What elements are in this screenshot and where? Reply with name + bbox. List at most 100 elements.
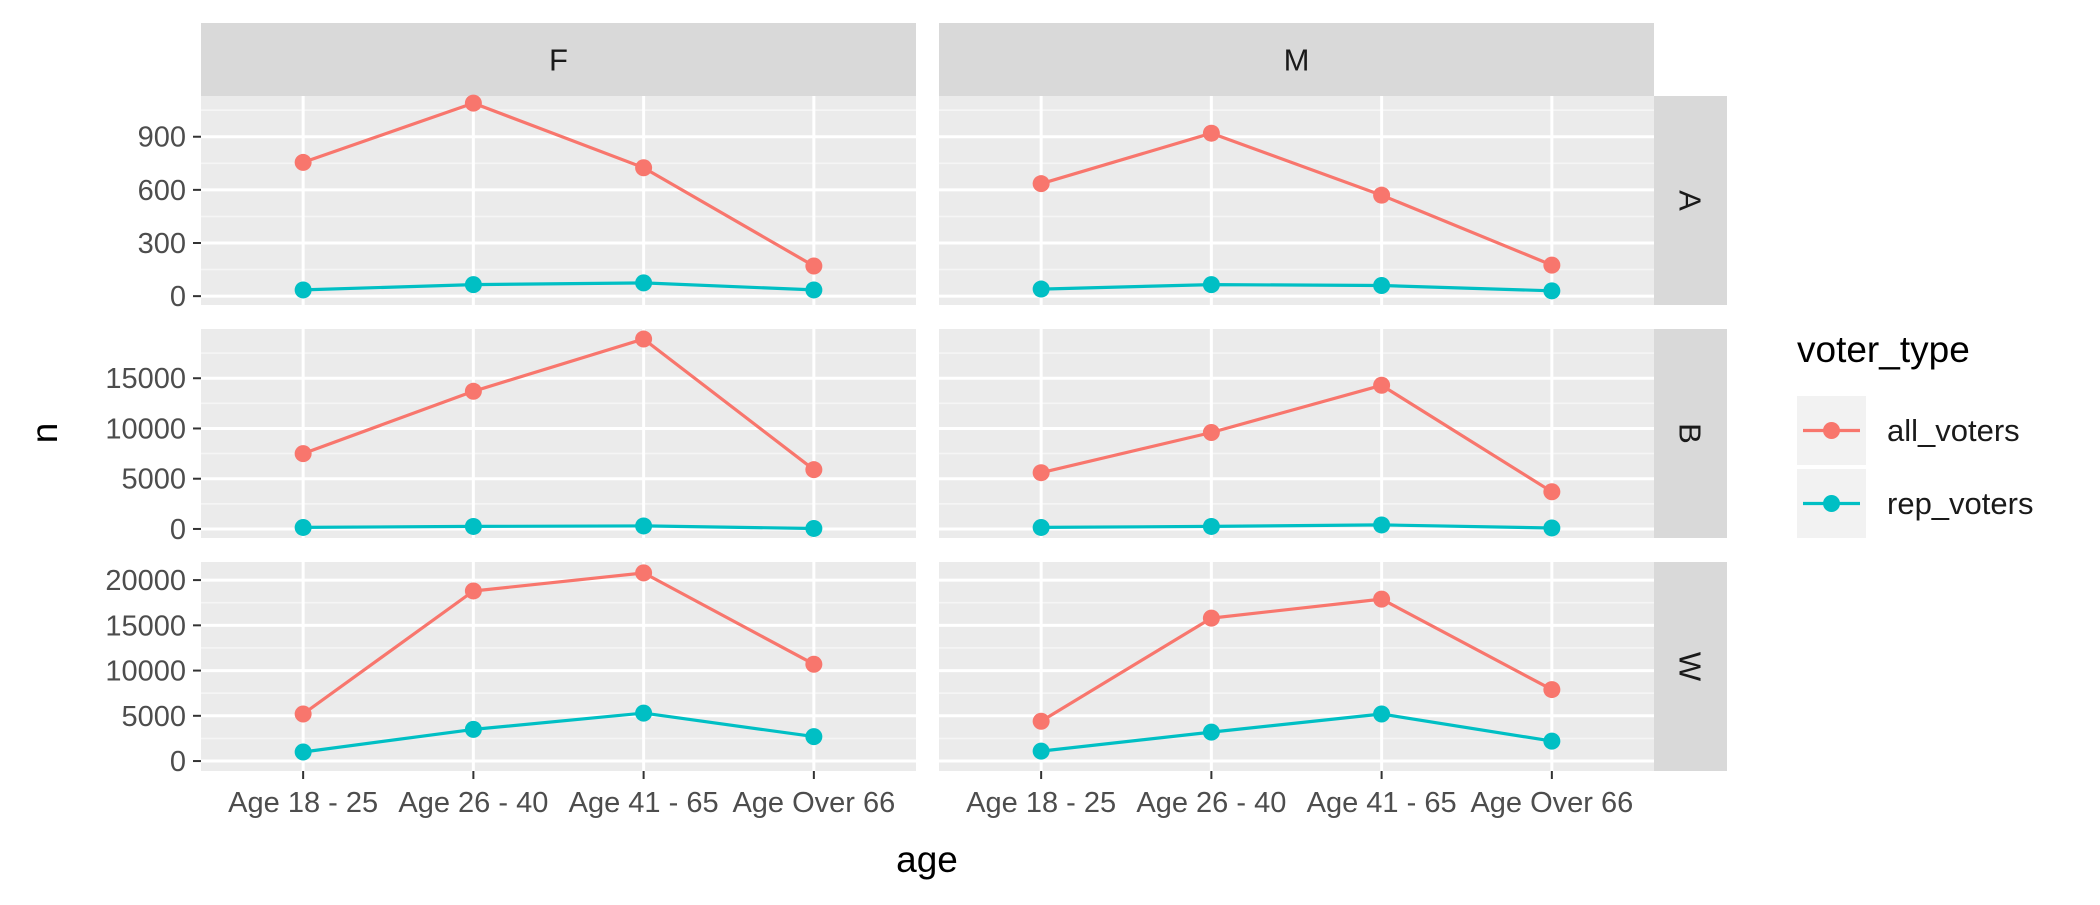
y-tick-label: 5000 [121,701,186,733]
y-tick-label: 10000 [105,656,186,688]
data-point-rep-voters [1032,518,1050,536]
x-tick-label: Age 18 - 25 [966,787,1116,819]
data-point-rep-voters [1202,276,1220,294]
data-point-rep-voters [635,704,653,722]
y-tick-label: 0 [170,281,186,313]
data-point-rep-voters [1032,280,1050,298]
y-tick-label: 600 [138,175,186,207]
facet-strip-label-m: M [1284,43,1310,78]
series-line-rep-voters [303,524,814,531]
series-line-all-voters [302,101,815,268]
data-point-rep-voters [294,518,312,536]
facet-strip-label-a: A [1673,190,1708,211]
y-tick-label: 10000 [105,413,186,445]
data-point-all-voters [464,94,482,112]
series-line-all-voters [1040,131,1553,267]
data-point-all-voters [464,382,482,400]
series-line-all-voters [1040,597,1553,723]
series-line-all-voters [302,337,815,471]
legend-key-point-all-voters [1823,422,1840,439]
data-point-rep-voters [1543,282,1561,300]
x-tick-label: Age 26 - 40 [1136,787,1286,819]
panel-background-b-f [201,329,916,538]
data-point-all-voters [464,582,482,600]
legend-title: voter_type [1797,329,1970,370]
x-tick-label: Age Over 66 [732,787,895,819]
y-axis-title: n [24,423,65,444]
facet-strip-right-a [1654,96,1727,305]
y-tick-label: 5000 [121,464,186,496]
y-tick-label: 15000 [105,363,186,395]
panel-background-a-f [201,96,916,305]
series-line-all-voters [302,571,815,716]
data-point-rep-voters [805,519,823,537]
facet-strip-label-f: F [549,43,568,78]
x-tick-label: Age 41 - 65 [569,787,719,819]
data-point-all-voters [635,330,653,348]
data-point-all-voters [1373,376,1391,394]
x-tick-label: Age 26 - 40 [398,787,548,819]
facet-strip-label-w: W [1673,652,1708,682]
y-tick-label: 300 [138,228,186,260]
y-tick-label: 20000 [105,565,186,597]
data-point-all-voters [1032,464,1050,482]
data-point-rep-voters [1202,723,1220,741]
data-point-all-voters [1373,186,1391,204]
facet-strip-right-w [1654,562,1727,771]
data-point-rep-voters [1543,519,1561,537]
legend-entry-label: all_voters [1887,413,2020,448]
panel-background-w-m [939,562,1654,771]
series-line-rep-voters [1041,523,1552,530]
data-point-all-voters [1543,256,1561,274]
data-point-all-voters [1543,483,1561,501]
y-tick-label: 0 [170,514,186,546]
data-point-rep-voters [805,728,823,746]
data-point-all-voters [294,705,312,723]
series-line-rep-voters [302,711,815,754]
x-tick-label: Age Over 66 [1470,787,1633,819]
legend-entry-label: rep_voters [1887,486,2033,521]
data-point-all-voters [1202,609,1220,627]
data-point-all-voters [1032,712,1050,730]
data-point-all-voters [1202,423,1220,441]
legend-key-point-rep-voters [1823,495,1840,512]
data-point-all-voters [294,153,312,171]
series-line-rep-voters [1040,712,1553,753]
panel-background-w-f [201,562,916,771]
series-line-rep-voters [303,281,814,292]
series-line-all-voters [1040,383,1553,494]
data-point-rep-voters [635,517,653,535]
facet-strip-top-f [201,23,916,96]
data-point-all-voters [1202,124,1220,142]
data-point-all-voters [294,445,312,463]
data-point-rep-voters [1373,516,1391,534]
x-tick-label: Age 18 - 25 [228,787,378,819]
data-point-all-voters [1373,590,1391,608]
y-tick-label: 0 [170,746,186,778]
data-point-rep-voters [1202,517,1220,535]
data-point-rep-voters [464,517,482,535]
data-point-all-voters [805,461,823,479]
data-point-rep-voters [294,743,312,761]
data-point-rep-voters [805,281,823,299]
data-point-rep-voters [635,274,653,292]
data-point-rep-voters [1373,277,1391,295]
data-point-rep-voters [464,720,482,738]
facet-strip-top-m [939,23,1654,96]
panel-background-a-m [939,96,1654,305]
data-point-rep-voters [294,281,312,299]
y-tick-label: 15000 [105,610,186,642]
data-point-all-voters [635,564,653,582]
data-point-all-voters [805,257,823,275]
data-point-all-voters [635,159,653,177]
x-tick-label: Age 41 - 65 [1307,787,1457,819]
data-point-all-voters [1543,681,1561,699]
facet-strip-label-b: B [1673,423,1708,444]
data-point-rep-voters [464,276,482,294]
panel-background-b-m [939,329,1654,538]
data-point-all-voters [1032,175,1050,193]
data-point-all-voters [805,655,823,673]
data-point-rep-voters [1543,732,1561,750]
